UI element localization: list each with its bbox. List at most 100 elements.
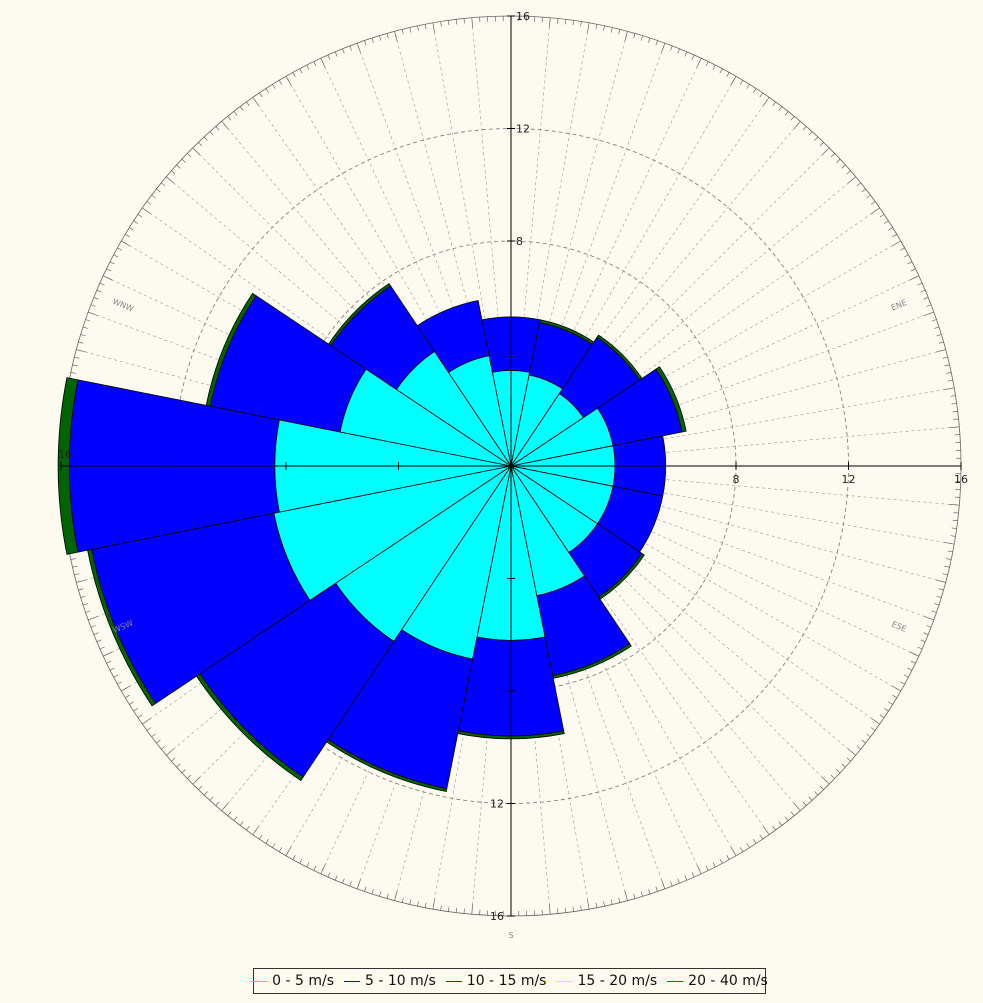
ring-tick bbox=[171, 170, 176, 175]
ring-tick bbox=[549, 904, 551, 915]
ring-tick bbox=[564, 907, 567, 913]
ring-tick bbox=[125, 233, 130, 238]
ring-tick bbox=[953, 512, 959, 514]
ring-tick bbox=[342, 878, 345, 884]
ring-tick bbox=[471, 904, 473, 915]
ring-tick bbox=[847, 176, 856, 184]
ring-tick bbox=[272, 84, 276, 89]
ring-tick bbox=[696, 864, 702, 874]
ring-tick bbox=[103, 275, 113, 281]
ring-tick bbox=[935, 579, 946, 583]
ring-tick bbox=[313, 865, 317, 871]
ring-tick bbox=[93, 297, 99, 300]
ring-tick bbox=[121, 240, 131, 247]
ring-tick bbox=[618, 29, 621, 35]
ring-tick bbox=[299, 68, 303, 74]
ring-tick bbox=[907, 667, 913, 671]
ring-tick bbox=[99, 646, 105, 650]
ring-tick bbox=[448, 20, 450, 26]
ring-tick bbox=[677, 878, 680, 884]
ring-tick bbox=[891, 685, 901, 692]
ring-tick bbox=[691, 872, 695, 878]
ring-tick bbox=[292, 72, 296, 77]
ring-tick bbox=[830, 774, 835, 779]
ring-tick bbox=[327, 872, 331, 878]
ring-tick bbox=[793, 802, 801, 811]
ring-tick bbox=[125, 694, 130, 699]
ring-tick bbox=[278, 80, 283, 85]
ring-tick bbox=[648, 889, 651, 895]
ring-tick bbox=[841, 164, 846, 169]
ring-tick bbox=[712, 862, 716, 868]
ring-tick bbox=[808, 796, 813, 801]
ring-tick bbox=[203, 791, 208, 796]
ring-tick bbox=[292, 855, 296, 860]
ring-tick bbox=[808, 131, 813, 136]
legend-swatch bbox=[445, 980, 462, 982]
ring-tick bbox=[924, 616, 934, 621]
ring-tick bbox=[610, 27, 613, 33]
ring-tick bbox=[910, 268, 916, 272]
ring-tick bbox=[306, 862, 310, 868]
ring-tick bbox=[942, 356, 948, 359]
ring-tick bbox=[580, 21, 582, 27]
ring-tick bbox=[920, 639, 926, 643]
ring-tick bbox=[417, 901, 419, 907]
legend-label: 10 - 15 m/s bbox=[466, 973, 547, 989]
ring-tick bbox=[814, 136, 819, 141]
ring-tick bbox=[272, 843, 276, 848]
ring-tick bbox=[931, 319, 937, 322]
ring-tick bbox=[926, 625, 932, 628]
ring-tick bbox=[763, 97, 770, 106]
ring-tick bbox=[763, 826, 770, 835]
ring-tick bbox=[299, 858, 303, 864]
ring-tick bbox=[549, 17, 551, 28]
ring-tick bbox=[198, 142, 203, 147]
ring-tick bbox=[133, 708, 138, 712]
ring-tick bbox=[215, 801, 220, 806]
legend-item: 20 - 40 m/s bbox=[667, 973, 768, 989]
ring-tick bbox=[951, 527, 957, 529]
ring-tick bbox=[892, 233, 897, 238]
ring-tick bbox=[836, 158, 841, 163]
ring-tick bbox=[113, 254, 119, 258]
ring-tick bbox=[920, 289, 926, 293]
ring-tick bbox=[379, 891, 382, 897]
ring-tick bbox=[888, 701, 893, 705]
ring-tick bbox=[386, 893, 389, 899]
ring-tick bbox=[684, 51, 688, 57]
ring-tick bbox=[946, 372, 952, 374]
ring-tick bbox=[409, 27, 412, 33]
ring-tick bbox=[759, 92, 763, 98]
ring-tick bbox=[109, 667, 115, 671]
ring-tick bbox=[252, 826, 259, 835]
ring-tick bbox=[156, 739, 161, 744]
ring-tick bbox=[934, 326, 940, 329]
ring-tick bbox=[246, 825, 250, 831]
ring-tick bbox=[938, 341, 944, 344]
ring-tick bbox=[93, 632, 99, 635]
ring-tick bbox=[285, 76, 292, 86]
tick-label-right: 12 bbox=[842, 473, 856, 486]
ring-tick bbox=[726, 72, 730, 77]
ring-tick bbox=[830, 153, 835, 158]
ring-tick bbox=[888, 227, 893, 231]
ring-tick bbox=[313, 61, 317, 67]
ring-tick bbox=[187, 153, 192, 158]
ring-tick bbox=[424, 902, 427, 908]
ring-tick bbox=[952, 519, 958, 522]
ring-tick bbox=[181, 769, 186, 774]
ring-tick bbox=[926, 304, 932, 307]
ring-tick bbox=[953, 418, 959, 420]
ring-tick bbox=[944, 542, 955, 545]
ring-tick bbox=[944, 364, 950, 367]
direction-label: WNW bbox=[111, 297, 135, 314]
ring-tick bbox=[181, 158, 186, 163]
ring-tick bbox=[239, 821, 244, 826]
legend-swatch bbox=[667, 980, 684, 982]
ring-tick bbox=[96, 289, 102, 293]
ring-tick bbox=[670, 45, 673, 51]
ring-tick bbox=[96, 639, 102, 643]
ring-tick bbox=[917, 646, 923, 650]
